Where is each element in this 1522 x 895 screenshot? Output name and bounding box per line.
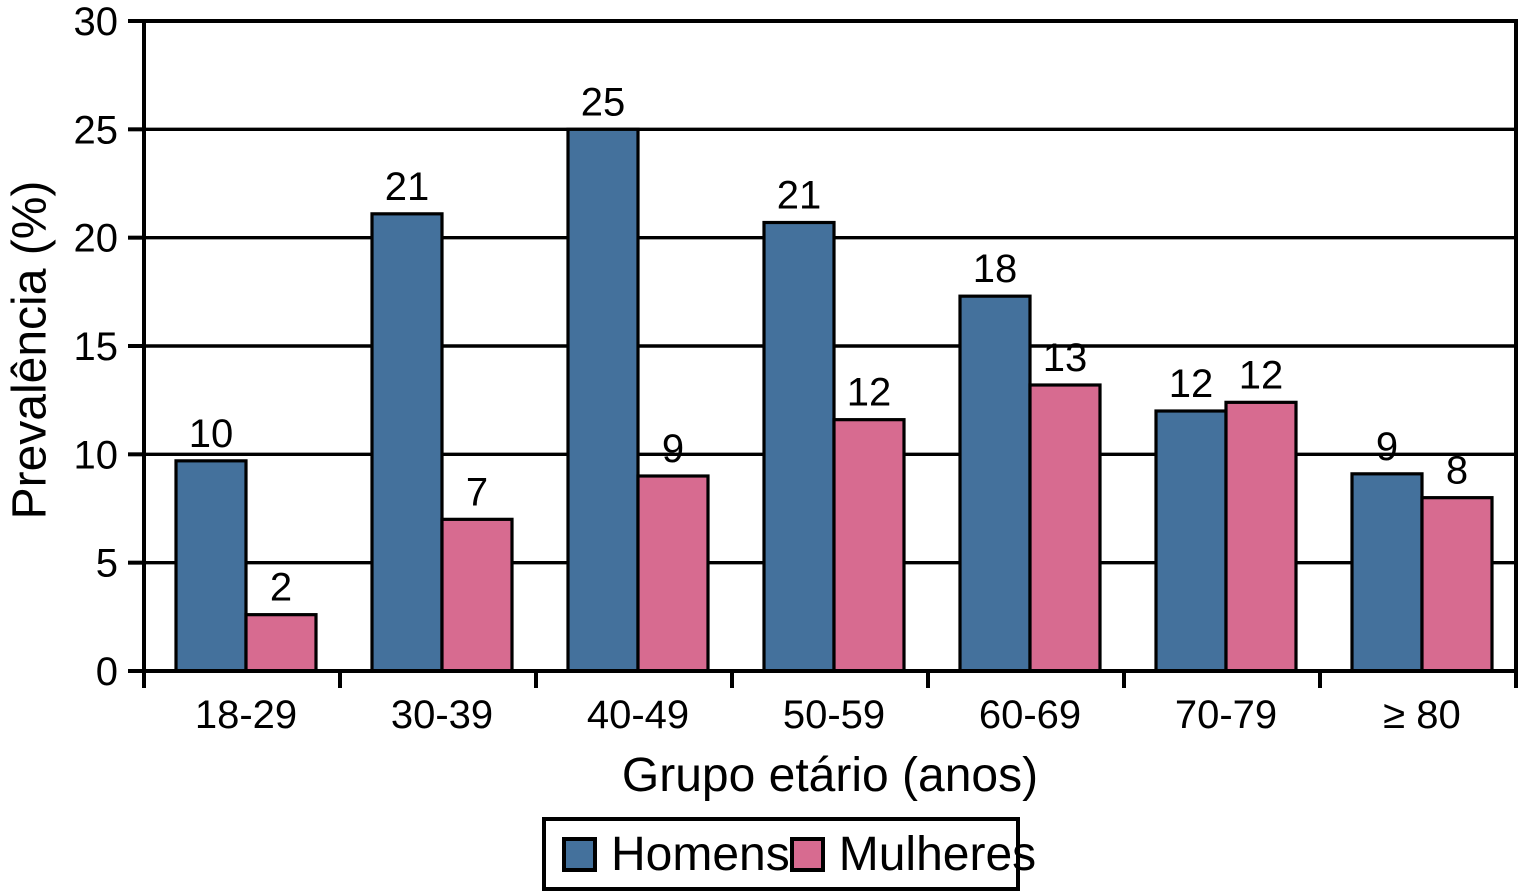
x-tick-label: 40-49 <box>587 693 689 737</box>
plot-area: 10 21 25 21 18 12 9 2 7 9 12 13 12 8 0 5 10 15 20 25 30 18-29… <box>74 0 1518 737</box>
y-tick-label: 5 <box>96 542 118 586</box>
mulheres-bar <box>1420 496 1494 673</box>
bar-value-label: 21 <box>777 174 822 218</box>
homens-swatch-icon <box>562 836 597 872</box>
homens-bar <box>762 220 836 673</box>
mulheres-bar <box>440 517 514 673</box>
y-tick-label: 20 <box>74 217 119 261</box>
x-tick-label: 50-59 <box>783 693 885 737</box>
mulheres-bar <box>1224 400 1298 673</box>
y-tick-label: 0 <box>96 650 118 694</box>
bar-value-label: 18 <box>973 247 1018 291</box>
y-tick-label: 30 <box>74 0 119 44</box>
legend-label-homens: Homens <box>611 827 790 881</box>
mulheres-bar <box>244 613 318 673</box>
homens-bar <box>958 294 1032 673</box>
x-tick-label: ≥ 80 <box>1383 693 1461 737</box>
bar-value-label: 12 <box>1169 362 1214 406</box>
homens-bar <box>174 459 248 673</box>
legend: Homens Mulheres <box>542 817 1036 891</box>
bar-value-label: 9 <box>662 427 684 471</box>
homens-bar <box>566 127 640 673</box>
legend-item-homens: Homens <box>562 827 790 882</box>
bar-value-label: 12 <box>847 371 892 415</box>
bar-value-label: 7 <box>466 470 488 514</box>
homens-bar <box>1350 472 1424 673</box>
legend-item-mulheres: Mulheres <box>789 827 1037 882</box>
x-axis-title: Grupo etário (anos) <box>621 749 1039 802</box>
bar-value-label: 9 <box>1376 425 1398 469</box>
x-tick-label: 70-79 <box>1175 693 1277 737</box>
y-tick-label: 25 <box>74 108 119 152</box>
homens-bar <box>1154 409 1228 673</box>
x-tick-label: 60-69 <box>979 693 1081 737</box>
bar-value-label: 21 <box>385 165 430 209</box>
y-tick-label: 15 <box>74 325 119 369</box>
mulheres-swatch-icon <box>789 836 825 872</box>
bar-value-label: 13 <box>1043 336 1088 380</box>
bar-value-label: 12 <box>1239 353 1284 397</box>
bar-value-label: 2 <box>270 566 292 610</box>
y-tick-label: 10 <box>74 433 119 477</box>
mulheres-bar <box>636 474 710 673</box>
bar-value-label: 25 <box>581 80 626 124</box>
mulheres-bar <box>1028 383 1102 673</box>
bar-value-label: 8 <box>1446 449 1468 493</box>
legend-label-mulheres: Mulheres <box>838 827 1037 881</box>
x-tick-label: 30-39 <box>391 693 493 737</box>
x-tick-label: 18-29 <box>195 693 297 737</box>
bar-value-label: 10 <box>189 412 234 456</box>
mulheres-bar <box>832 418 906 673</box>
homens-bar <box>370 212 444 673</box>
